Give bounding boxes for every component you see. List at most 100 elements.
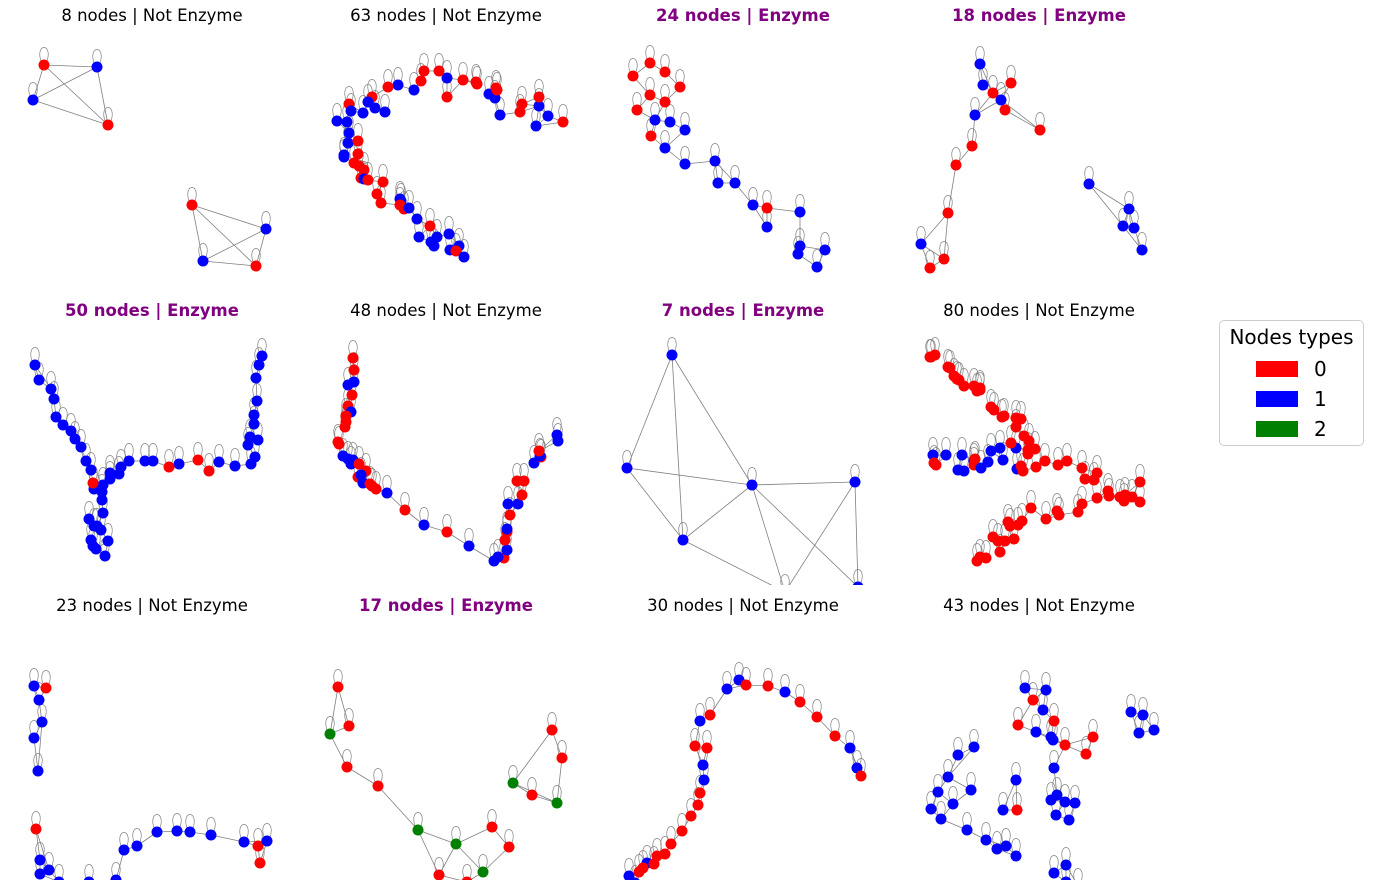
- self-loop: [29, 668, 39, 683]
- graph-node: [533, 100, 545, 112]
- graph-node: [694, 787, 706, 799]
- panel-title: 48 nodes | Not Enzyme: [350, 301, 542, 320]
- graph-node: [1050, 809, 1062, 821]
- graph-node: [929, 349, 941, 361]
- self-loop: [37, 704, 47, 719]
- graph-node: [546, 724, 558, 736]
- graph-node: [342, 137, 354, 149]
- graph-panel: 24 nodes | Enzyme: [595, 0, 891, 295]
- self-loop: [1070, 785, 1080, 800]
- graph-edge: [329, 733, 348, 768]
- self-loop: [382, 475, 392, 490]
- legend: Nodes types 0 1 2: [1219, 320, 1364, 446]
- graph-node: [348, 364, 360, 376]
- self-loop: [353, 123, 363, 138]
- self-loop: [962, 812, 972, 827]
- graph-node: [371, 188, 383, 200]
- graph-edge: [191, 204, 205, 262]
- self-loop: [512, 463, 522, 478]
- self-loop: [478, 854, 488, 869]
- self-loop: [425, 208, 435, 223]
- graph-node: [504, 509, 516, 521]
- graph-node: [950, 159, 962, 171]
- graph-node: [961, 824, 973, 836]
- graph-node: [431, 231, 443, 243]
- graph-node: [992, 535, 1004, 547]
- graph-node: [345, 458, 357, 470]
- graph-node: [1051, 505, 1063, 517]
- graph-node: [980, 834, 992, 846]
- self-loop: [214, 444, 224, 459]
- graph-node: [940, 449, 952, 461]
- graph-node: [97, 507, 109, 519]
- self-loop: [1073, 868, 1083, 880]
- self-loop: [953, 737, 963, 752]
- self-loop: [334, 426, 344, 441]
- self-loop: [261, 211, 271, 226]
- self-loop: [660, 54, 670, 69]
- self-loop: [193, 442, 203, 457]
- self-loop: [492, 72, 502, 87]
- graph-panel: 23 nodes | Not Enzyme: [4, 590, 300, 885]
- graph-node: [637, 862, 649, 874]
- self-loop: [1006, 65, 1016, 80]
- self-loop: [54, 864, 64, 879]
- self-loop: [30, 347, 40, 362]
- self-loop: [103, 107, 113, 122]
- graph-edge: [626, 354, 673, 469]
- self-loop: [29, 720, 39, 735]
- graph-node: [261, 835, 273, 847]
- graph-node: [45, 383, 57, 395]
- graph-node: [631, 104, 643, 116]
- graph-node: [692, 799, 704, 811]
- graph-node: [343, 127, 355, 139]
- graph-edge: [210, 834, 245, 844]
- graph-node: [492, 551, 504, 563]
- graph-node: [1117, 220, 1129, 232]
- graph-edge: [455, 826, 493, 845]
- self-loop: [348, 442, 358, 457]
- graph-edge: [328, 686, 339, 735]
- self-loop: [552, 785, 562, 800]
- self-loop: [1088, 719, 1098, 734]
- graph-node: [679, 124, 691, 136]
- graph-node: [999, 104, 1011, 116]
- graph-node: [32, 765, 44, 777]
- legend-swatch: [1256, 421, 1298, 437]
- self-loop: [105, 455, 115, 470]
- graph-drawing: [915, 46, 1148, 274]
- self-loop: [1011, 762, 1021, 777]
- graph-edge: [43, 64, 98, 69]
- graph-node: [352, 148, 364, 160]
- graph-node: [704, 709, 716, 721]
- self-loop: [204, 453, 214, 468]
- graph-edge: [482, 846, 510, 873]
- graph-node: [28, 680, 40, 692]
- graph-node: [746, 479, 758, 491]
- self-loop: [780, 674, 790, 689]
- graph-node: [1060, 876, 1072, 880]
- graph-node: [1045, 794, 1057, 806]
- graph-node: [533, 445, 545, 457]
- self-loop: [33, 753, 43, 768]
- self-loop: [975, 46, 985, 61]
- self-loop: [31, 811, 41, 826]
- self-loop: [1137, 232, 1147, 247]
- self-loop: [333, 669, 343, 684]
- self-loop: [925, 250, 935, 265]
- self-loop: [1135, 464, 1145, 479]
- graph-panel: 80 nodes | Not Enzyme: [891, 295, 1187, 590]
- self-loop: [333, 424, 343, 439]
- self-loop: [517, 86, 527, 101]
- graph-node: [494, 109, 506, 121]
- self-loop: [992, 831, 1002, 846]
- self-loop: [978, 67, 988, 82]
- graph-node: [958, 380, 970, 392]
- self-loop: [667, 337, 677, 352]
- graph-node: [659, 96, 671, 108]
- graph-edge: [751, 480, 856, 486]
- graph-node: [213, 456, 225, 468]
- graph-node: [968, 741, 980, 753]
- graph-node: [171, 825, 183, 837]
- graph-node: [677, 534, 689, 546]
